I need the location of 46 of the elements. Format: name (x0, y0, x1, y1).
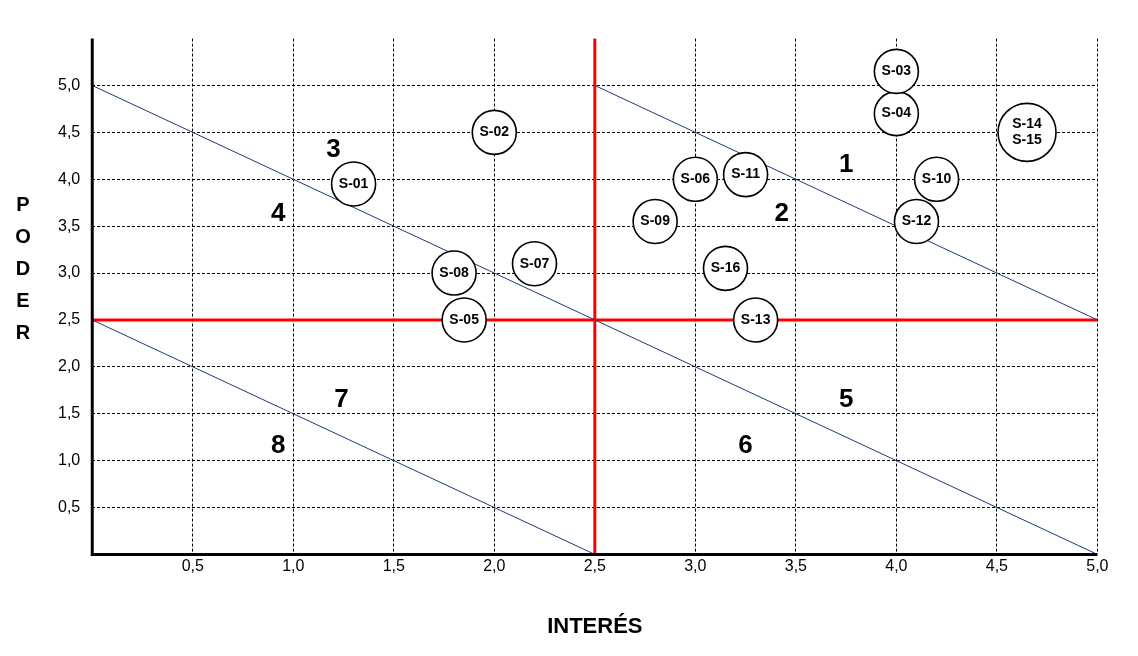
series-label: S-09 (640, 212, 671, 229)
series-label: S-12 (901, 212, 932, 229)
y-tick-label: 3,0 (57, 263, 81, 281)
annotation: 8 (270, 429, 286, 460)
annotation: 3 (326, 132, 341, 163)
annotation: 4 (270, 197, 286, 228)
series-label: S-07 (519, 254, 550, 271)
series-label: S-02 (479, 123, 510, 140)
y-axis-title: PODER (14, 192, 32, 345)
x-tick-label: 1,5 (382, 557, 406, 575)
x-tick-label: 4,5 (985, 557, 1009, 575)
x-tick-label: 1,0 (282, 557, 305, 575)
series-label: S-10 (921, 170, 952, 187)
x-tick-label: 0,5 (181, 557, 204, 575)
series-label: S-03 (881, 62, 912, 79)
x-tick-label: 5,0 (1086, 557, 1109, 575)
series-label: S-16 (710, 259, 741, 276)
series-label: S-05 (449, 310, 480, 327)
series-label: S-13 (740, 310, 771, 327)
annotation: 7 (334, 382, 349, 413)
y-tick-label: 3,5 (57, 216, 81, 234)
x-tick-label: 4,0 (885, 557, 908, 575)
x-tick-label: 2,0 (483, 557, 506, 575)
x-axis-title: INTERÉS (547, 612, 643, 638)
series-label: S-01 (338, 174, 369, 191)
y-tick-label: 5,0 (57, 75, 81, 93)
x-tick-label: 3,0 (684, 557, 707, 575)
series-label: S-08 (439, 263, 470, 280)
series-label: S-11 (731, 165, 761, 182)
annotation: 6 (738, 429, 753, 460)
y-tick-label: 2,0 (57, 357, 81, 375)
y-tick-label: 0,5 (57, 497, 81, 515)
y-tick-label: 4,0 (57, 169, 81, 187)
y-tick-label: 1,5 (57, 404, 81, 422)
annotation: 2 (774, 197, 790, 228)
x-tick-label: 3,5 (784, 557, 808, 575)
annotation: 5 (838, 382, 854, 413)
annotation: S-14 (1012, 115, 1043, 132)
x-tick-label: 2,5 (583, 557, 607, 575)
y-tick-label: 4,5 (57, 122, 81, 140)
y-tick-label: 2,5 (57, 310, 81, 328)
annotation: 1 (838, 148, 854, 179)
series-label: S-04 (881, 104, 912, 121)
series-label: S-06 (680, 170, 711, 187)
y-tick-label: 1,0 (57, 451, 81, 469)
annotation: S-15 (1012, 131, 1043, 148)
